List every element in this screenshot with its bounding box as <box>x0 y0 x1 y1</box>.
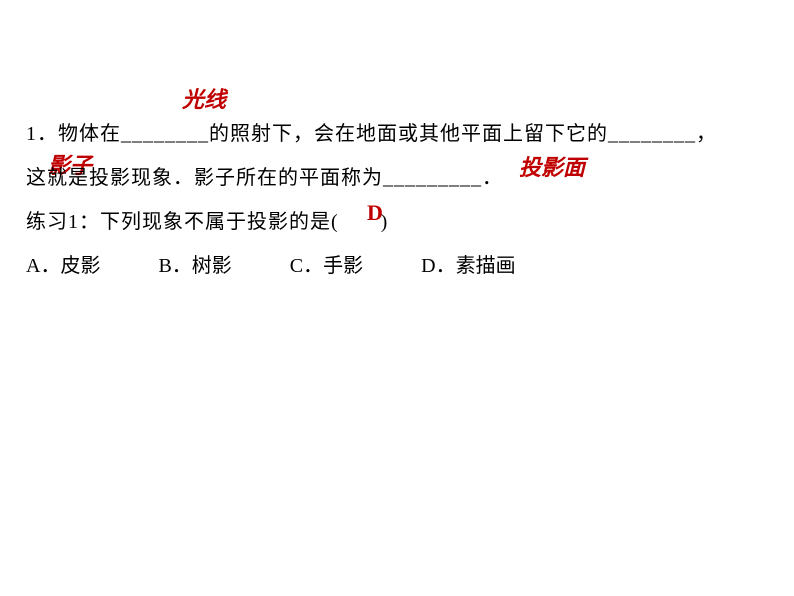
question1-line1: 1．物体在________的照射下，会在地面或其他平面上留下它的________… <box>26 112 768 156</box>
choice-b: B．树影 <box>158 244 231 288</box>
question-content: 1．物体在________的照射下，会在地面或其他平面上留下它的________… <box>26 112 768 288</box>
practice1-stem: 练习1：下列现象不属于投影的是( ) <box>26 200 768 244</box>
choice-row: A．皮影 B．树影 C．手影 D．素描画 <box>26 244 768 288</box>
choice-a: A．皮影 <box>26 244 100 288</box>
choice-c: C．手影 <box>290 244 363 288</box>
annotation-light: 光线 <box>182 82 226 114</box>
choice-d: D．素描画 <box>421 244 515 288</box>
question1-line2: 这就是投影现象．影子所在的平面称为_________． <box>26 156 768 200</box>
